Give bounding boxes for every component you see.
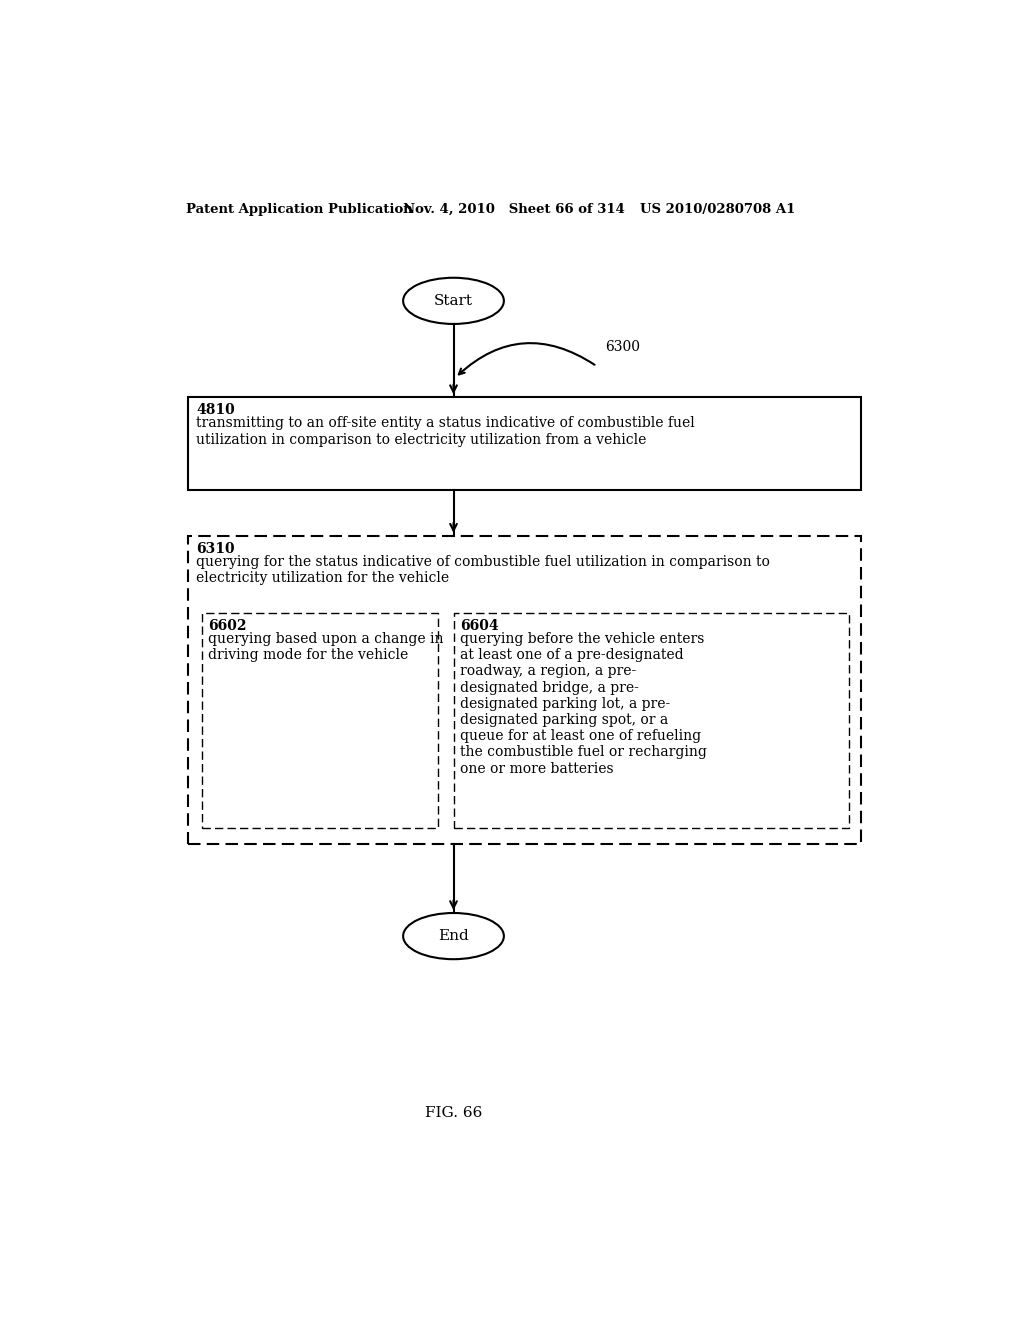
Text: US 2010/0280708 A1: US 2010/0280708 A1 [640,203,795,216]
Text: End: End [438,929,469,942]
Text: Patent Application Publication: Patent Application Publication [186,203,413,216]
Text: FIG. 66: FIG. 66 [425,1106,482,1121]
Ellipse shape [403,913,504,960]
Bar [188,397,861,490]
Bar [202,612,438,829]
Text: querying based upon a change in
driving mode for the vehicle: querying based upon a change in driving … [208,632,443,663]
Text: 4810: 4810 [197,404,234,417]
Text: Start: Start [434,294,473,308]
Text: 6310: 6310 [197,543,234,556]
Ellipse shape [403,277,504,323]
Text: Nov. 4, 2010   Sheet 66 of 314: Nov. 4, 2010 Sheet 66 of 314 [403,203,625,216]
Text: 6300: 6300 [604,341,640,354]
Text: 6604: 6604 [460,619,499,632]
Text: transmitting to an off-site entity a status indicative of combustible fuel
utili: transmitting to an off-site entity a sta… [197,416,695,446]
Bar [188,536,861,843]
Text: querying before the vehicle enters
at least one of a pre-designated
roadway, a r: querying before the vehicle enters at le… [460,632,707,776]
Text: 6602: 6602 [208,619,247,632]
Text: querying for the status indicative of combustible fuel utilization in comparison: querying for the status indicative of co… [197,554,770,585]
Bar [454,612,849,829]
